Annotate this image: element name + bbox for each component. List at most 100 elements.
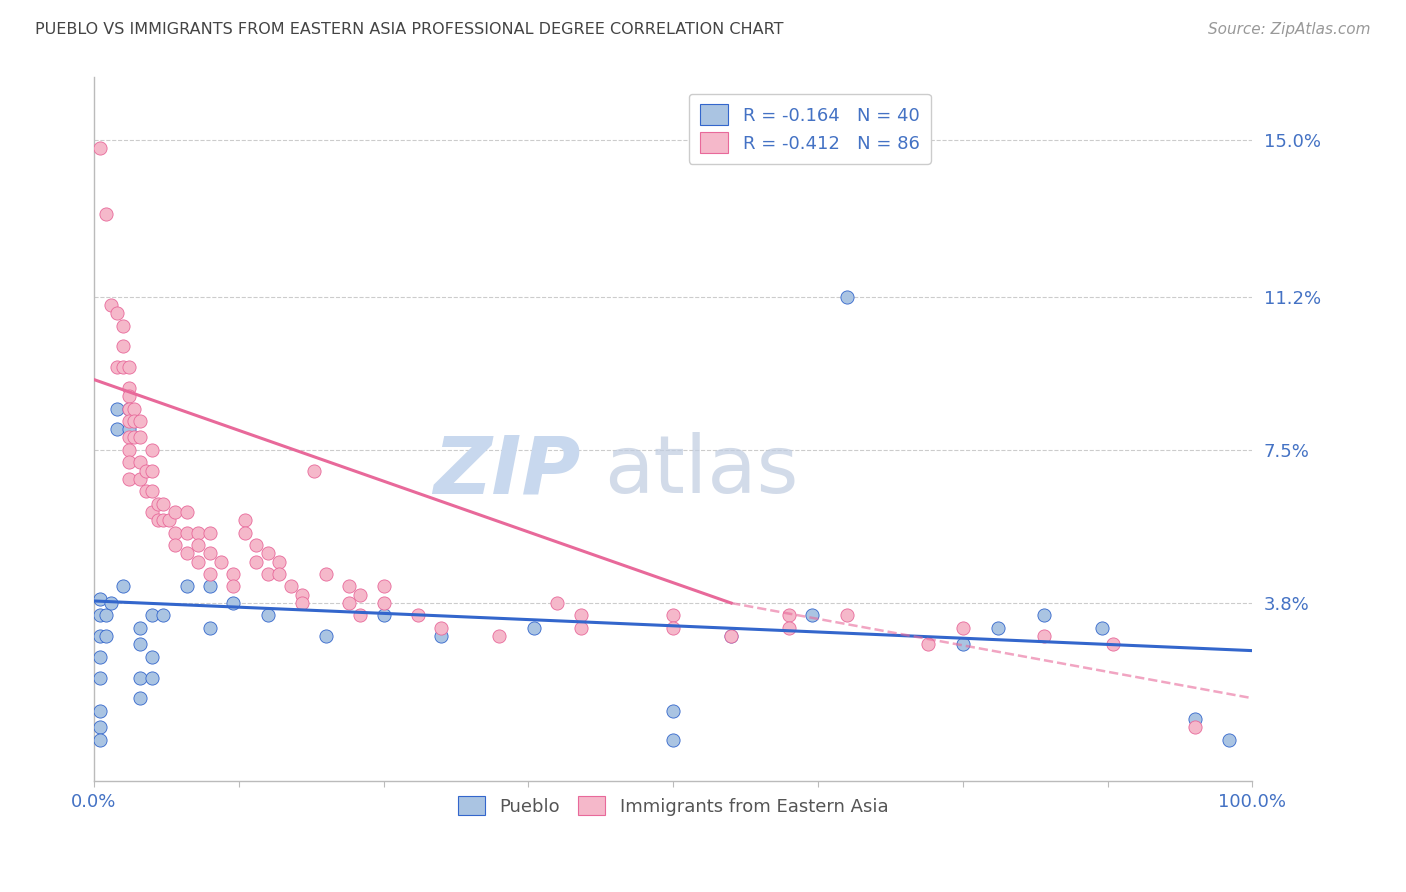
Point [269,555,291,569]
Point [111,579,134,593]
Point [111,360,134,375]
Point [291,588,314,602]
Point [89,704,111,718]
Point [662,732,685,747]
Point [269,567,291,582]
Point [987,621,1010,635]
Point [349,608,371,623]
Point [835,290,858,304]
Point [1091,621,1114,635]
Point [315,629,337,643]
Point [135,484,157,499]
Point [141,442,163,457]
Point [89,671,111,685]
Point [118,422,141,436]
Point [124,430,146,444]
Point [89,591,111,606]
Point [198,579,221,593]
Point [187,555,209,569]
Point [176,525,198,540]
Point [141,649,163,664]
Point [89,732,111,747]
Point [89,720,111,734]
Point [118,381,141,395]
Point [720,629,742,643]
Point [129,414,152,428]
Point [408,608,430,623]
Point [152,513,174,527]
Point [141,464,163,478]
Point [141,505,163,519]
Text: atlas: atlas [603,433,799,510]
Point [118,414,141,428]
Point [89,649,111,664]
Point [118,401,141,416]
Point [373,608,395,623]
Text: PUEBLO VS IMMIGRANTS FROM EASTERN ASIA PROFESSIONAL DEGREE CORRELATION CHART: PUEBLO VS IMMIGRANTS FROM EASTERN ASIA P… [35,22,783,37]
Point [118,455,141,469]
Point [105,360,128,375]
Point [146,497,169,511]
Point [129,671,152,685]
Point [89,629,111,643]
Point [141,484,163,499]
Point [129,472,152,486]
Text: Source: ZipAtlas.com: Source: ZipAtlas.com [1208,22,1371,37]
Point [118,360,141,375]
Point [105,422,128,436]
Point [129,430,152,444]
Point [100,298,122,312]
Point [89,141,111,155]
Point [141,671,163,685]
Point [111,339,134,353]
Point [917,637,939,651]
Point [430,629,453,643]
Point [256,567,278,582]
Point [337,596,360,610]
Point [89,608,111,623]
Point [662,704,685,718]
Point [118,389,141,403]
Point [141,608,163,623]
Point [245,538,267,552]
Point [176,546,198,560]
Point [302,464,325,478]
Point [233,525,256,540]
Point [373,579,395,593]
Point [1102,637,1125,651]
Point [1184,720,1206,734]
Point [152,608,174,623]
Point [135,464,157,478]
Point [662,621,685,635]
Point [152,497,174,511]
Point [198,546,221,560]
Text: ZIP: ZIP [433,433,581,510]
Point [245,555,267,569]
Point [105,306,128,320]
Point [157,513,180,527]
Point [176,579,198,593]
Point [198,567,221,582]
Point [146,513,169,527]
Point [222,596,245,610]
Point [569,608,592,623]
Point [118,442,141,457]
Point [1032,629,1054,643]
Point [488,629,510,643]
Point [337,579,360,593]
Point [349,588,371,602]
Point [163,538,186,552]
Point [952,621,974,635]
Point [801,608,824,623]
Point [662,608,685,623]
Point [280,579,302,593]
Point [315,567,337,582]
Point [100,596,122,610]
Point [778,621,800,635]
Point [176,505,198,519]
Point [835,608,858,623]
Point [198,525,221,540]
Point [198,621,221,635]
Point [94,207,117,221]
Point [118,430,141,444]
